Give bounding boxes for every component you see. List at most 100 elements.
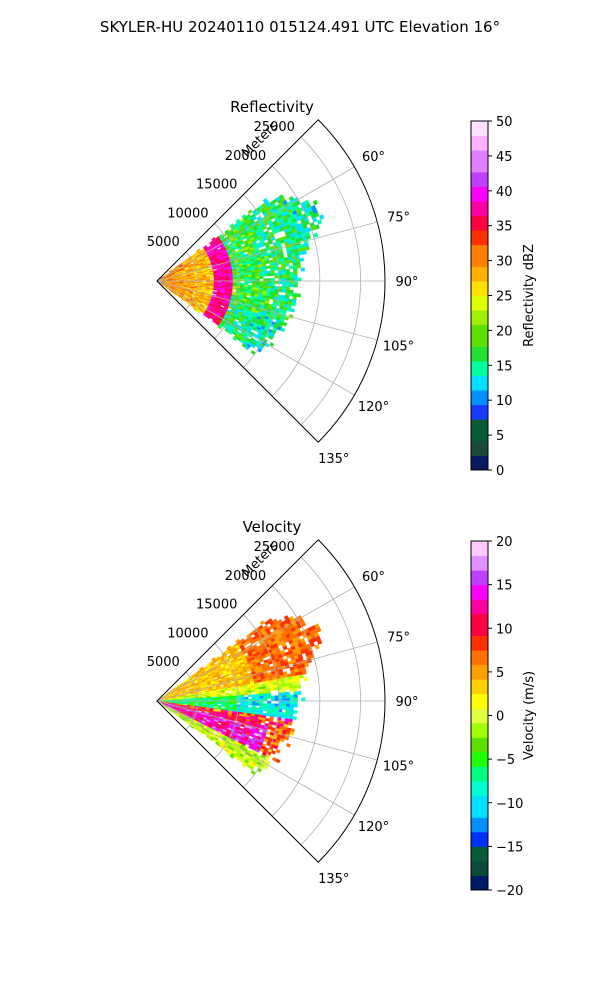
field-cell [285,706,291,711]
colorbar-segment [471,708,488,716]
radial-tick-label: 25000 [254,120,295,135]
colorbar-segment [471,628,488,637]
colorbar-segment [471,302,488,311]
colorbar-segment [471,346,488,355]
colorbar-tick-label: 0 [496,464,504,479]
radial-tick-label: 10000 [167,206,208,221]
field-cell [286,307,292,312]
colorbar-segment [471,266,488,275]
field-cell [175,699,180,701]
colorbar-segment [471,722,488,731]
colorbar-segment [471,215,488,224]
field-cell [288,682,294,687]
colorbar-segment [471,208,488,217]
colorbar-segment [471,751,488,760]
field-cell [266,265,271,269]
colorbar-segment [471,310,488,318]
field-cell [281,289,287,293]
field-cell [303,677,308,682]
colorbar-tick-label: 45 [496,150,513,165]
angle-tick-label: 105° [383,760,414,775]
reflectivity-colorbar-fill [471,121,488,471]
field-cell [232,336,238,342]
colorbar-segment [471,846,488,855]
field-cell [266,688,271,692]
field-cell [220,691,226,694]
reflectivity-ticks: 5000 10000 15000 20000 25000 60° 75° 90° 105° 120… [147,120,419,467]
field-cell [270,687,275,691]
colorbar-segment [471,570,488,578]
field-cell [263,705,268,709]
field-cell [217,702,222,705]
colorbar-tick-label: 15 [496,359,513,374]
field-cell [289,271,294,276]
colorbar-segment [471,693,488,702]
field-cell [282,697,287,702]
colorbar-segment [471,164,488,173]
colorbar-segment [471,222,488,231]
field-cell [225,695,230,699]
colorbar-tick-label: 20 [496,535,513,550]
field-cell [270,695,275,699]
field-cell [293,697,298,702]
field-cell [274,272,279,276]
field-cell [168,279,173,281]
field-cell [262,690,268,694]
field-cell [285,709,290,714]
colorbar-tick-label: −20 [496,884,523,899]
sector-frame [156,119,386,443]
field-cell [268,335,274,340]
field-cell [269,296,274,300]
colorbar-segment [471,635,488,644]
field-cell [225,275,230,279]
reflectivity-colorbar-label: Reflectivity dBZ [522,244,537,347]
colorbar-tick-label: 40 [496,185,513,200]
field-cell [293,280,298,285]
field-cell [225,277,230,280]
colorbar-segment [471,295,488,304]
field-cell [168,709,173,713]
colorbar-segment [471,839,488,847]
colorbar-segment [471,650,488,658]
field-cell [259,273,264,277]
field-cell [302,250,307,255]
colorbar-tick-label: 50 [496,115,513,130]
colorbar-segment [471,448,488,456]
colorbar-segment [471,882,488,891]
field-cell [289,688,294,693]
colorbar-segment [471,419,488,427]
colorbar-segment [471,562,488,571]
field-cell [281,286,287,290]
field-cell [221,277,226,280]
field-cell [251,689,256,693]
field-cell [247,702,253,706]
colorbar-segment [471,360,488,369]
field-cell [292,716,297,721]
grid-spoke [156,280,378,341]
colorbar-segment [471,121,488,129]
field-cell [292,685,298,689]
field-cell [261,719,266,724]
reflectivity-colorbar: 0 5 10 15 20 25 30 35 40 45 50 Reflectivity dBZ [470,115,537,479]
field-cell [250,349,256,355]
field-cell [274,275,279,279]
colorbar-segment [471,426,488,435]
colorbar-segment [471,135,488,144]
colorbar-segment [471,700,488,709]
field-cell [285,283,291,288]
field-cell [255,696,260,699]
colorbar-segment [471,657,488,666]
field-cell [270,705,275,710]
velocity-colorbar: −20 −15 −10 −5 0 5 10 15 20 Velocity (m/s) [470,535,537,899]
colorbar-segment [471,679,488,687]
colorbar-segment [471,541,488,549]
field-cell [265,718,270,722]
field-cell [282,321,288,327]
colorbar-segment [471,780,488,789]
field-cell [266,270,271,274]
colorbar-tick-label: 35 [496,220,513,235]
field-cell [289,685,294,690]
field-cell [251,274,256,277]
colorbar-segment [471,868,488,876]
field-cell [274,698,279,702]
